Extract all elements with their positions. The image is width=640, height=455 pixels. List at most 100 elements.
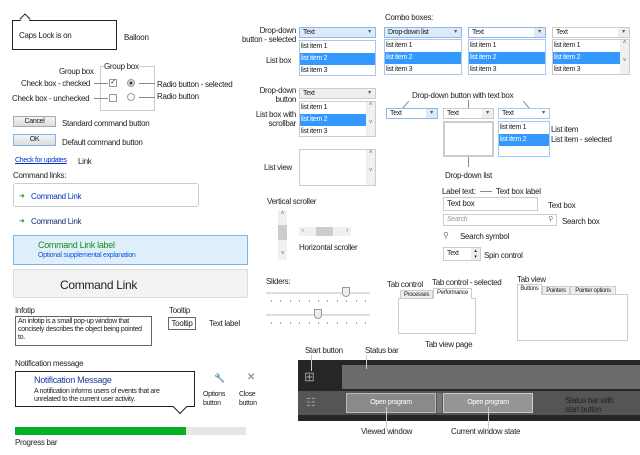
spin-arrows-icon[interactable]: ▴ ▾ [471,248,480,260]
ok-button[interactable]: OK [13,134,56,146]
wrench-icon[interactable]: 🔧 [214,373,225,383]
radio-unselected[interactable] [127,93,135,101]
slider-tick [271,300,272,302]
scrollbar[interactable]: ˄ ˅ [366,102,375,136]
dropdown-text: Text [303,29,315,36]
checkbox-unchecked-label: Check box - unchecked [12,94,90,103]
list-item[interactable]: list item 1 [554,42,581,49]
dropdown-button[interactable]: Text ▾ [299,88,376,99]
dropdown-list[interactable] [443,121,494,157]
list-item[interactable]: list item 3 [470,66,497,73]
group-box-title: Group box [104,62,139,71]
slider-track[interactable] [266,292,370,294]
command-link-big[interactable] [13,269,248,298]
group-box [100,66,155,111]
chevron-down-icon: ▾ [534,28,545,37]
link-label: Link [78,157,92,166]
command-link-boxed[interactable] [13,183,199,207]
search-symbol-label: Search symbol [460,232,510,241]
balloon-text: Caps Lock is on [19,31,72,40]
command-links-heading: Command links: [13,171,67,180]
combo-list-2[interactable]: list item 1 list item 2 list item 3 [468,39,546,75]
list-item-label: List item [551,125,579,134]
list-item-selected[interactable]: list item 2 [469,52,545,64]
slider-tick [289,300,291,302]
options-button-label: Options button [203,391,226,407]
slider-tick [280,300,282,302]
radio-label: Radio button [157,92,199,101]
list-item[interactable]: list item 3 [301,128,328,135]
list-view[interactable]: ˄ ˅ [299,149,376,186]
viewed-window-button[interactable]: Open program [346,393,436,413]
command-link-label: Command Link label [38,240,115,250]
combo-box-2[interactable]: Text ▾ [468,27,546,38]
combo-list-1[interactable]: list item 1 list item 2 list item 3 [384,39,462,75]
list-item[interactable]: list item 3 [301,67,328,74]
slider-thumb[interactable] [314,309,322,319]
dropdown-text: Text [390,110,402,117]
tab-control-selected-label: Tab control - selected [432,278,502,287]
start-icon[interactable]: ⊞ [304,369,315,384]
search-box-caption: Search box [562,217,600,226]
list-item-selected[interactable]: list item 2 [300,114,366,126]
status-bar-label: Status bar [365,346,399,355]
list-item-selected[interactable]: list item 2 [499,134,549,146]
list-view-label: List view [264,163,292,172]
dropdown-textbox-3[interactable]: Text ▾ [498,108,550,119]
slider-tick [271,322,272,324]
start-menu-icon[interactable]: ☷ [306,397,316,409]
combo-list-3[interactable]: list item 1 list item 2 list item 3 ˄ ˅ [552,39,630,75]
search-icon[interactable]: ⚲ [548,216,553,223]
radio-selected[interactable] [127,79,135,87]
tab-performance[interactable]: Performance [433,288,472,299]
dropdown-textbox-list[interactable]: list item 1 list item 2 [498,121,550,157]
check-updates-link[interactable]: Check for updates [15,157,67,164]
command-link-2[interactable]: Command Link [31,217,82,226]
radio-selected-label: Radio button - selected [157,80,233,89]
vertical-scroller[interactable]: ˄ ˅ [278,210,287,260]
combo-box-3[interactable]: Text ▾ [552,27,630,38]
list-item-selected[interactable]: list item 2 [385,52,461,64]
list-box[interactable]: list item 1 list item 2 list item 3 [299,40,376,76]
slider-tick [365,322,366,324]
list-box-scrollbar-label: List box with scrollbar [255,110,296,128]
tab-view [517,294,628,341]
checkbox-unchecked[interactable] [109,94,117,102]
list-item[interactable]: list item 3 [386,66,413,73]
list-box-with-scrollbar[interactable]: list item 1 list item 2 list item 3 ˄ ˅ [299,101,376,137]
list-item[interactable]: list item 1 [301,43,328,50]
cancel-button[interactable]: Cancel [13,116,56,127]
tab-buttons[interactable]: Buttons [517,284,542,295]
list-item[interactable]: list item 1 [500,124,527,131]
horizontal-scroller[interactable]: ‹ › [299,227,351,236]
list-item-selected[interactable]: list item 2 [300,53,375,65]
dropdown-selected[interactable]: Text ▾ [299,27,376,38]
scrollbar[interactable]: ˄ ˅ [366,150,375,185]
scrollbar[interactable]: ˄ ˅ [620,40,629,74]
spin-control[interactable]: Text ▴ ▾ [443,247,481,261]
slider-tick [308,322,310,324]
list-item[interactable]: list item 1 [470,42,497,49]
dropdown-textbox-2[interactable]: Text ▾ [443,108,494,119]
list-item[interactable]: list item 3 [554,66,581,73]
dropdown-textbox-1[interactable]: Text ▾ [386,108,438,119]
close-icon[interactable]: ✕ [247,372,256,383]
command-link-hover[interactable] [13,235,248,265]
text-label: Text label [209,319,240,328]
list-item[interactable]: list item 1 [301,104,328,111]
list-item[interactable]: list item 1 [386,42,413,49]
arrow-right-icon: ➜ [19,193,25,200]
cancel-button-label: Standard command button [62,119,150,128]
checkbox-checked[interactable]: ✓ [109,79,117,87]
text-box[interactable]: Text box [443,197,538,211]
sliders-label: Sliders: [266,277,291,286]
slider-thumb[interactable] [342,287,351,297]
chevron-down-icon: ▾ [482,109,493,118]
slider-tick [318,322,319,324]
dropdown-list-label: Drop-down list [445,171,492,180]
list-item-selected[interactable]: list item 2 [553,52,620,64]
search-box[interactable]: Search ⚲ [443,214,557,226]
chevron-down-icon: ▾ [368,90,371,96]
combo-box-1[interactable]: Drop-down list ▾ [384,27,462,38]
command-link-1[interactable]: Command Link [31,192,82,201]
